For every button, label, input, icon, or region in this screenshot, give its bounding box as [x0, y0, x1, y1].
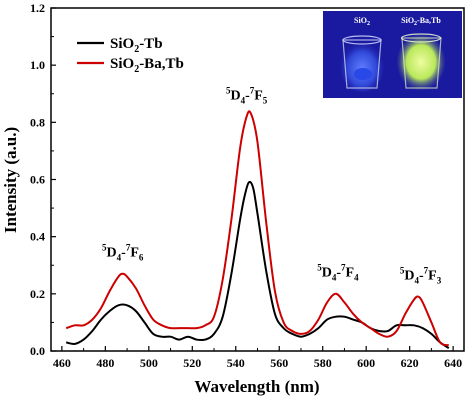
- x-tick-label: 500: [140, 356, 158, 370]
- y-tick-label: 1.2: [30, 1, 45, 15]
- annotation-f4: 5D4-7F4: [317, 263, 359, 283]
- y-tick-label: 0.4: [30, 230, 45, 244]
- x-axis-ticks: 460 480 500 520 540 560 580 600 620 640: [53, 346, 462, 370]
- annotation-f3: 5D4-7F3: [400, 266, 442, 286]
- left-cup-rim: [342, 35, 382, 45]
- y-tick-label: 0.6: [30, 173, 45, 187]
- peak-annotations: 5D4-7F6 5D4-7F5 5D4-7F4 5D4-7F3: [102, 85, 442, 285]
- left-cup-outline: [342, 39, 382, 89]
- right-cup-glow: [397, 34, 445, 90]
- x-tick-label: 580: [314, 356, 332, 370]
- y-tick-label: 1.0: [30, 58, 45, 72]
- right-cup-rim: [400, 33, 442, 43]
- x-tick-label: 600: [357, 356, 375, 370]
- x-tick-label: 620: [401, 356, 419, 370]
- x-axis-label: Wavelength (nm): [194, 377, 319, 396]
- y-tick-label: 0.8: [30, 115, 45, 129]
- inset-photo: SiO2 SiO2-Ba,Tb: [323, 11, 462, 98]
- inset-label: SiO2: [354, 16, 370, 27]
- y-tick-label: 0.2: [30, 287, 45, 301]
- x-tick-label: 560: [270, 356, 288, 370]
- right-cup-outline: [401, 37, 442, 89]
- legend-label: SiO2-Ba,Tb: [110, 56, 184, 75]
- x-tick-label: 460: [53, 356, 71, 370]
- left-cup-glow: [340, 40, 384, 92]
- x-tick-label: 640: [444, 356, 462, 370]
- inset-label: SiO2-Ba,Tb: [401, 16, 441, 27]
- x-tick-label: 480: [96, 356, 114, 370]
- series-line-sio2-tb: [65, 180, 450, 349]
- legend-label: SiO2-Tb: [110, 36, 163, 55]
- x-tick-label: 520: [183, 356, 201, 370]
- x-tick-label: 540: [227, 356, 245, 370]
- y-axis-label: Intensity (a.u.): [1, 127, 20, 233]
- y-tick-label: 0.0: [30, 344, 45, 358]
- y-axis-ticks: 0.0 0.2 0.4 0.6 0.8 1.0 1.2: [30, 1, 56, 358]
- series-line-sio2-ba-tb: [65, 110, 450, 347]
- annotation-f5: 5D4-7F5: [226, 85, 268, 105]
- left-cup-powder: [354, 68, 372, 80]
- series-lines: [65, 110, 450, 349]
- annotation-f6: 5D4-7F6: [102, 243, 144, 263]
